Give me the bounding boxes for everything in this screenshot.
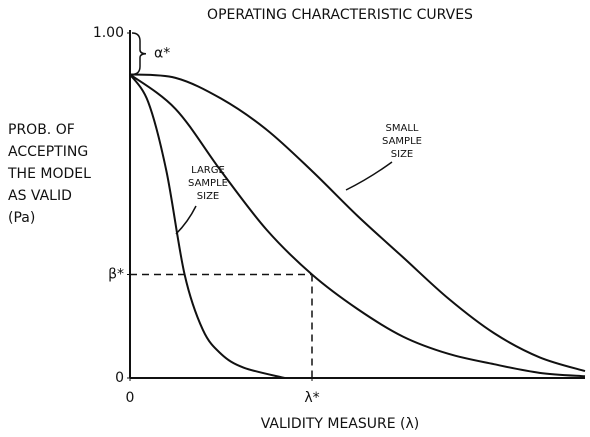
annotation: SAMPLE xyxy=(188,178,228,189)
y-tick-label: 1.00 xyxy=(93,25,124,41)
y-tick-label: 0 xyxy=(115,370,124,386)
x-tick-label: λ* xyxy=(304,390,319,406)
annotation: SMALL xyxy=(386,123,419,134)
brace xyxy=(131,32,147,76)
annotation: SIZE xyxy=(391,149,413,160)
y-axis-label: (Pa) xyxy=(8,210,35,226)
y-axis-label: PROB. OF xyxy=(8,122,75,138)
curve xyxy=(129,73,285,379)
annotation: SIZE xyxy=(197,191,219,202)
x-tick-label: 0 xyxy=(126,390,135,406)
curve xyxy=(129,73,586,378)
y-axis-label: THE MODEL xyxy=(7,166,91,182)
chart-title: OPERATING CHARACTERISTIC CURVES xyxy=(207,7,473,23)
leader xyxy=(345,161,393,191)
x-axis-label: VALIDITY MEASURE (λ) xyxy=(261,416,420,432)
annotation: LARGE xyxy=(191,165,225,176)
y-axis-label: ACCEPTING xyxy=(8,144,88,160)
leader xyxy=(175,205,197,235)
annotation: α* xyxy=(154,46,170,62)
curve xyxy=(129,73,586,373)
y-axis-label: AS VALID xyxy=(8,188,72,204)
y-tick-label: β* xyxy=(108,267,124,283)
annotation: SAMPLE xyxy=(382,136,422,147)
